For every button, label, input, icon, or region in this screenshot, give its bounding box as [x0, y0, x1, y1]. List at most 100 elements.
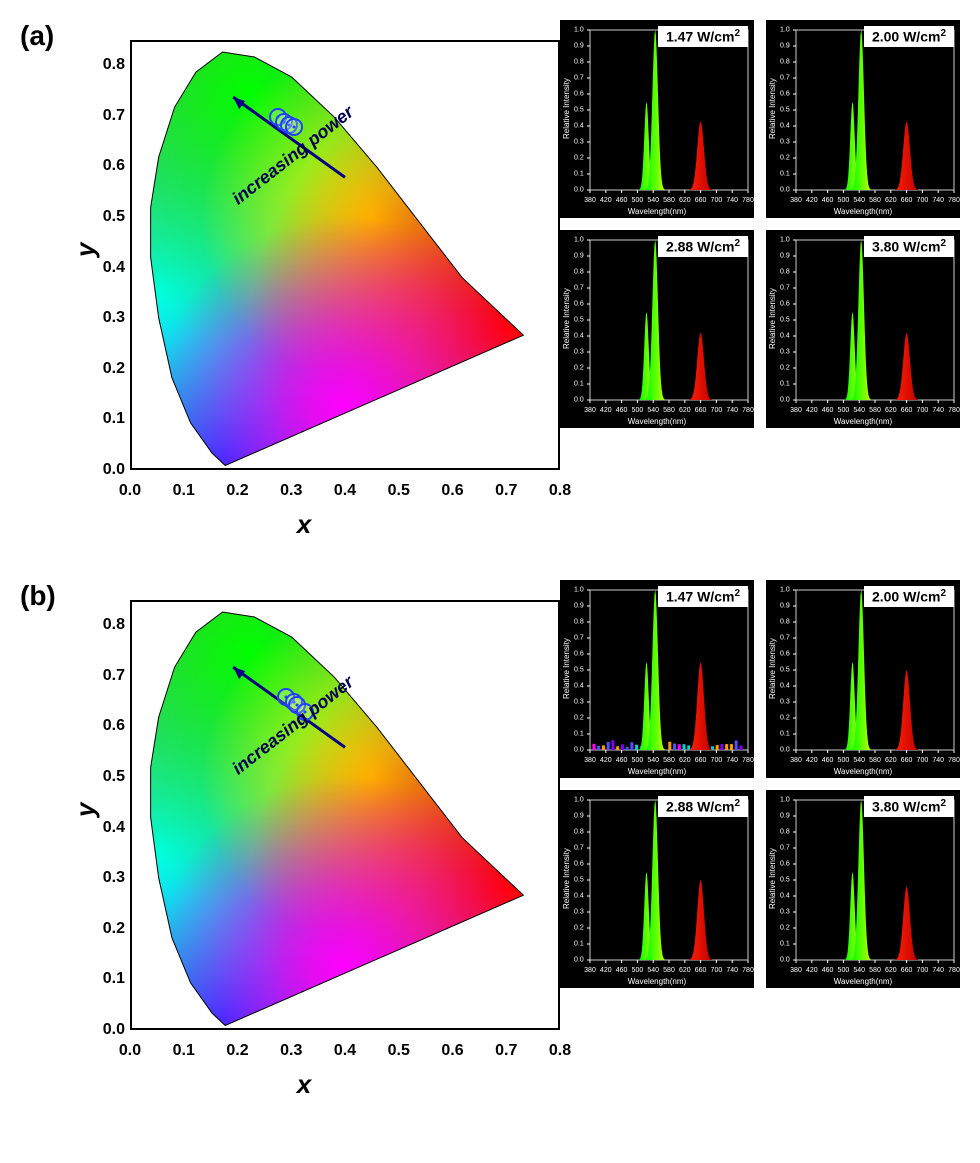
- spectrum-ytick: 0.2: [780, 365, 790, 372]
- spectrum-ytick: 1.0: [574, 797, 584, 804]
- spectrum-ytick: 0.6: [574, 301, 584, 308]
- cie-ytick: 0.1: [95, 970, 125, 988]
- spectrum-xtick: 380: [584, 197, 596, 204]
- spectrum-ytick: 0.9: [574, 43, 584, 50]
- spectrum-xtick: 780: [948, 967, 960, 974]
- spectrum-xtick: 380: [790, 407, 802, 414]
- cie-ytick: 0.0: [95, 461, 125, 479]
- spectrum-ytick: 0.5: [780, 317, 790, 324]
- spectrum-panel: 3.80 W/cm2Wavelength(nm)Relative Intensi…: [766, 790, 960, 988]
- spectrum-ytick: 0.3: [780, 699, 790, 706]
- cie-ytick: 0.2: [95, 360, 125, 378]
- spectrum-ylabel: Relative Intensity: [768, 30, 777, 188]
- spectrum-ytick: 0.7: [780, 285, 790, 292]
- cie-ytick: 0.3: [95, 869, 125, 887]
- spectrum-ytick: 1.0: [574, 237, 584, 244]
- spectrum-ylabel: Relative Intensity: [562, 800, 571, 958]
- spectrum-xtick: 580: [869, 967, 881, 974]
- cie-xtick: 0.2: [218, 482, 258, 500]
- spectra-grid: 1.47 W/cm2Wavelength(nm)Relative Intensi…: [560, 580, 960, 988]
- spectrum-xtick: 500: [838, 197, 850, 204]
- cie-xlabel: x: [60, 509, 548, 540]
- cie-xtick: 0.6: [433, 482, 473, 500]
- spectrum-xtick: 500: [632, 757, 644, 764]
- spectrum-xtick: 500: [632, 197, 644, 204]
- spectrum-ytick: 0.5: [574, 667, 584, 674]
- spectrum-panel: 2.00 W/cm2Wavelength(nm)Relative Intensi…: [766, 580, 960, 778]
- spectrum-ytick: 0.7: [574, 75, 584, 82]
- cie-ytick: 0.4: [95, 819, 125, 837]
- spectrum-xtick: 620: [885, 407, 897, 414]
- spectrum-ytick: 0.9: [780, 43, 790, 50]
- spectrum-xtick: 540: [647, 967, 659, 974]
- spectrum-ytick: 0.4: [780, 123, 790, 130]
- spectrum-ytick: 0.1: [574, 381, 584, 388]
- spectrum-xtick: 540: [853, 407, 865, 414]
- spectrum-xtick: 780: [948, 407, 960, 414]
- spectrum-xtick: 580: [663, 197, 675, 204]
- spectrum-ylabel: Relative Intensity: [768, 590, 777, 748]
- spectrum-ytick: 0.9: [574, 603, 584, 610]
- spectrum-ytick: 0.2: [574, 365, 584, 372]
- spectrum-ytick: 0.4: [780, 683, 790, 690]
- spectrum-xtick: 660: [901, 197, 913, 204]
- spectrum-xlabel: Wavelength(nm): [766, 977, 960, 986]
- spectrum-xtick: 700: [917, 197, 929, 204]
- spectrum-xtick: 700: [917, 407, 929, 414]
- spectrum-ytick: 0.3: [574, 909, 584, 916]
- spectrum-ytick: 0.2: [574, 715, 584, 722]
- cie-xtick: 0.5: [379, 1042, 419, 1060]
- cie-chart-container: increasing powerxy0.00.10.20.30.40.50.60…: [60, 20, 548, 540]
- spectrum-ytick: 1.0: [780, 797, 790, 804]
- spectrum-xtick: 620: [885, 967, 897, 974]
- spectrum-xtick: 700: [917, 757, 929, 764]
- spectrum-ytick: 0.0: [574, 957, 584, 964]
- spectrum-ytick: 0.1: [780, 731, 790, 738]
- spectrum-xtick: 740: [932, 197, 944, 204]
- spectrum-ylabel: Relative Intensity: [562, 590, 571, 748]
- cie-xtick: 0.8: [540, 482, 580, 500]
- spectrum-xtick: 580: [663, 757, 675, 764]
- spectrum-ytick: 0.3: [780, 909, 790, 916]
- spectrum-xtick: 380: [584, 407, 596, 414]
- spectrum-xlabel: Wavelength(nm): [560, 767, 754, 776]
- cie-xtick: 0.2: [218, 1042, 258, 1060]
- spectrum-xtick: 420: [806, 757, 818, 764]
- spectrum-xtick: 660: [695, 967, 707, 974]
- spectrum-power-label: 2.88 W/cm2: [658, 236, 748, 257]
- spectrum-xlabel: Wavelength(nm): [560, 977, 754, 986]
- spectrum-ytick: 0.3: [574, 139, 584, 146]
- spectrum-ytick: 0.5: [574, 877, 584, 884]
- spectrum-ytick: 0.6: [780, 301, 790, 308]
- cie-ytick: 0.5: [95, 208, 125, 226]
- spectrum-ytick: 0.3: [574, 349, 584, 356]
- spectrum-xtick: 420: [600, 757, 612, 764]
- spectrum-xtick: 780: [742, 967, 754, 974]
- spectrum-ytick: 0.7: [780, 75, 790, 82]
- cie-ytick: 0.1: [95, 410, 125, 428]
- spectrum-panel: 1.47 W/cm2Wavelength(nm)Relative Intensi…: [560, 580, 754, 778]
- cie-ytick: 0.5: [95, 768, 125, 786]
- spectrum-ytick: 0.3: [780, 349, 790, 356]
- spectrum-ytick: 1.0: [574, 587, 584, 594]
- spectrum-ytick: 0.2: [574, 155, 584, 162]
- spectrum-xtick: 460: [822, 197, 834, 204]
- spectrum-xlabel: Wavelength(nm): [766, 417, 960, 426]
- spectrum-xtick: 460: [822, 757, 834, 764]
- spectrum-xtick: 660: [901, 967, 913, 974]
- cie-chart: increasing power: [130, 40, 560, 470]
- spectrum-power-label: 3.80 W/cm2: [864, 796, 954, 817]
- spectrum-ytick: 0.4: [780, 893, 790, 900]
- spectrum-xtick: 700: [711, 967, 723, 974]
- cie-chart: increasing power: [130, 600, 560, 1030]
- spectrum-xtick: 500: [838, 407, 850, 414]
- cie-ytick: 0.2: [95, 920, 125, 938]
- spectrum-xtick: 500: [838, 967, 850, 974]
- spectrum-xtick: 700: [711, 197, 723, 204]
- spectrum-panel: 2.00 W/cm2Wavelength(nm)Relative Intensi…: [766, 20, 960, 218]
- spectrum-ytick: 0.7: [574, 845, 584, 852]
- spectrum-xtick: 580: [869, 757, 881, 764]
- cie-xtick: 0.8: [540, 1042, 580, 1060]
- cie-xtick: 0.0: [110, 482, 150, 500]
- cie-xtick: 0.4: [325, 1042, 365, 1060]
